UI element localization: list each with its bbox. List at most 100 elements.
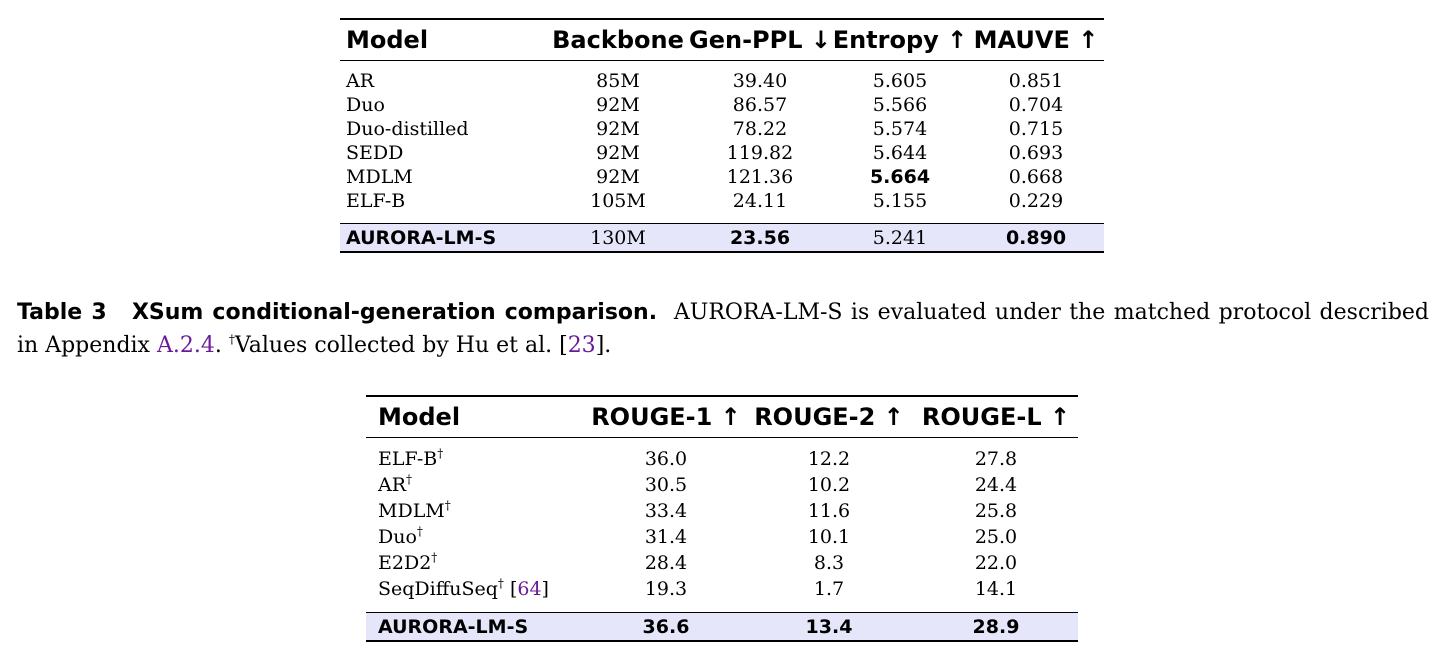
rouge-1-value: 30.5	[644, 474, 688, 496]
model-name: AR	[346, 70, 375, 92]
mauve-value: 0.693	[1008, 142, 1064, 164]
backbone-value: 85M	[596, 70, 640, 92]
dagger-mark: †	[497, 576, 504, 591]
rouge-l-value: 27.8	[974, 448, 1018, 470]
entropy-value: 5.644	[872, 142, 928, 164]
entropy-value: 5.605	[872, 70, 928, 92]
model-name: SEDD	[346, 142, 404, 164]
rouge-l-value: 24.4	[974, 474, 1018, 496]
gen-ppl-value-best: 23.56	[688, 223, 832, 253]
model-name: MDLM	[346, 166, 413, 188]
model-name: ELF-B†	[378, 446, 444, 470]
upper-header-entropy: Entropy ↑	[832, 18, 968, 61]
rouge-1-value: 33.4	[644, 500, 688, 522]
highlight-row: AURORA-LM-S 130M 23.56 5.241 0.890	[340, 223, 1104, 253]
rouge-2-value: 10.1	[807, 526, 851, 548]
table-row: Duo-distilled 92M 78.22 5.574 0.715	[340, 117, 1104, 141]
upper-header-backbone: Backbone	[548, 18, 688, 61]
rouge-1-value: 19.3	[644, 578, 688, 600]
entropy-value: 5.566	[872, 94, 928, 116]
backbone-value: 92M	[596, 118, 640, 140]
rouge-2-value: 8.3	[813, 552, 845, 574]
upper-header-mauve: MAUVE ↑	[968, 18, 1104, 61]
rouge-1-value: 28.4	[644, 552, 688, 574]
rouge-1-value: 31.4	[644, 526, 688, 548]
dagger-mark: †	[444, 498, 451, 513]
rouge-l-value: 25.8	[974, 500, 1018, 522]
upper-table-header-row: Model Backbone Gen-PPL ↓ Entropy ↑ MAUVE…	[340, 18, 1104, 61]
caption-label: Table 3	[17, 300, 107, 325]
backbone-value: 92M	[596, 166, 640, 188]
gen-ppl-value: 121.36	[726, 166, 794, 188]
entropy-value: 5.155	[872, 190, 928, 212]
model-name: AR†	[378, 472, 413, 496]
lower-results-table: Model ROUGE-1 ↑ ROUGE-2 ↑ ROUGE-L ↑ ELF-…	[366, 395, 1078, 642]
model-name: E2D2†	[378, 550, 438, 574]
backbone-value: 92M	[596, 94, 640, 116]
highlight-row: AURORA-LM-S 36.6 13.4 28.9	[366, 612, 1078, 642]
caption-text: Values collected by Hu et al. [	[234, 333, 568, 358]
model-name: Duo	[346, 94, 385, 116]
dagger-mark: †	[406, 472, 413, 487]
model-name-highlight: AURORA-LM-S	[340, 223, 548, 253]
mauve-value: 0.715	[1008, 118, 1064, 140]
upper-results-table: Model Backbone Gen-PPL ↓ Entropy ↑ MAUVE…	[340, 18, 1104, 253]
rouge-l-value-best: 28.9	[914, 612, 1078, 642]
model-name: Duo-distilled	[346, 118, 469, 140]
dagger-mark: †	[431, 550, 438, 565]
model-name-highlight: AURORA-LM-S	[366, 612, 588, 642]
table-row: AR 85M 39.40 5.605 0.851	[340, 61, 1104, 94]
model-name: SeqDiffuSeq† [64]	[378, 576, 549, 600]
dagger-mark: †	[228, 332, 235, 347]
caption-text: ].	[595, 333, 612, 358]
table-row: ELF-B 105M 24.11 5.155 0.229	[340, 189, 1104, 219]
caption-title: XSum conditional-generation comparison.	[131, 300, 658, 325]
citation-link[interactable]: 64	[517, 578, 542, 600]
rouge-l-value: 25.0	[974, 526, 1018, 548]
lower-header-rouge-2: ROUGE-2 ↑	[744, 395, 914, 438]
mauve-value: 0.668	[1008, 166, 1064, 188]
mauve-value: 0.851	[1008, 70, 1064, 92]
gen-ppl-value: 86.57	[732, 94, 788, 116]
rouge-2-value: 1.7	[813, 578, 845, 600]
citation-link[interactable]: 23	[567, 333, 596, 358]
table-row: Duo† 31.4 10.1 25.0	[366, 524, 1078, 550]
entropy-value-best: 5.664	[869, 166, 931, 188]
rouge-2-value: 11.6	[807, 500, 851, 522]
rouge-l-value: 14.1	[974, 578, 1018, 600]
table-row: MDLM† 33.4 11.6 25.8	[366, 498, 1078, 524]
gen-ppl-value: 78.22	[732, 118, 788, 140]
table-row: SEDD 92M 119.82 5.644 0.693	[340, 141, 1104, 165]
entropy-value: 5.574	[872, 118, 928, 140]
backbone-value: 92M	[596, 142, 640, 164]
backbone-value: 105M	[590, 190, 646, 212]
table-row: SeqDiffuSeq† [64] 19.3 1.7 14.1	[366, 576, 1078, 608]
model-name: MDLM†	[378, 498, 451, 522]
lower-header-rouge-1: ROUGE-1 ↑	[588, 395, 744, 438]
mauve-value-best: 0.890	[968, 223, 1104, 253]
gen-ppl-value: 119.82	[726, 142, 794, 164]
model-name: ELF-B	[346, 190, 406, 212]
table-row: Duo 92M 86.57 5.566 0.704	[340, 93, 1104, 117]
table-caption: Table 3 XSum conditional-generation comp…	[17, 296, 1429, 362]
appendix-link[interactable]: A.2.4	[156, 333, 215, 358]
lower-table-header-row: Model ROUGE-1 ↑ ROUGE-2 ↑ ROUGE-L ↑	[366, 395, 1078, 438]
table-row: AR† 30.5 10.2 24.4	[366, 472, 1078, 498]
rouge-2-value: 12.2	[807, 448, 851, 470]
caption-text: AURORA-LM-S is evaluated under the match…	[17, 300, 1430, 358]
upper-header-gen-ppl: Gen-PPL ↓	[688, 18, 832, 61]
rouge-1-value-best: 36.6	[588, 612, 744, 642]
gen-ppl-value: 24.11	[732, 190, 788, 212]
rouge-l-value: 22.0	[974, 552, 1018, 574]
dagger-mark: †	[437, 446, 444, 461]
mauve-value: 0.229	[1008, 190, 1064, 212]
lower-header-rouge-l: ROUGE-L ↑	[914, 395, 1078, 438]
entropy-value: 5.241	[832, 223, 968, 253]
dagger-mark: †	[416, 524, 423, 539]
table-row: MDLM 92M 121.36 5.664 0.668	[340, 165, 1104, 189]
table-row: ELF-B† 36.0 12.2 27.8	[366, 438, 1078, 473]
table-row: E2D2† 28.4 8.3 22.0	[366, 550, 1078, 576]
upper-header-model: Model	[340, 18, 548, 61]
caption-text: .	[214, 333, 222, 358]
backbone-value: 130M	[548, 223, 688, 253]
